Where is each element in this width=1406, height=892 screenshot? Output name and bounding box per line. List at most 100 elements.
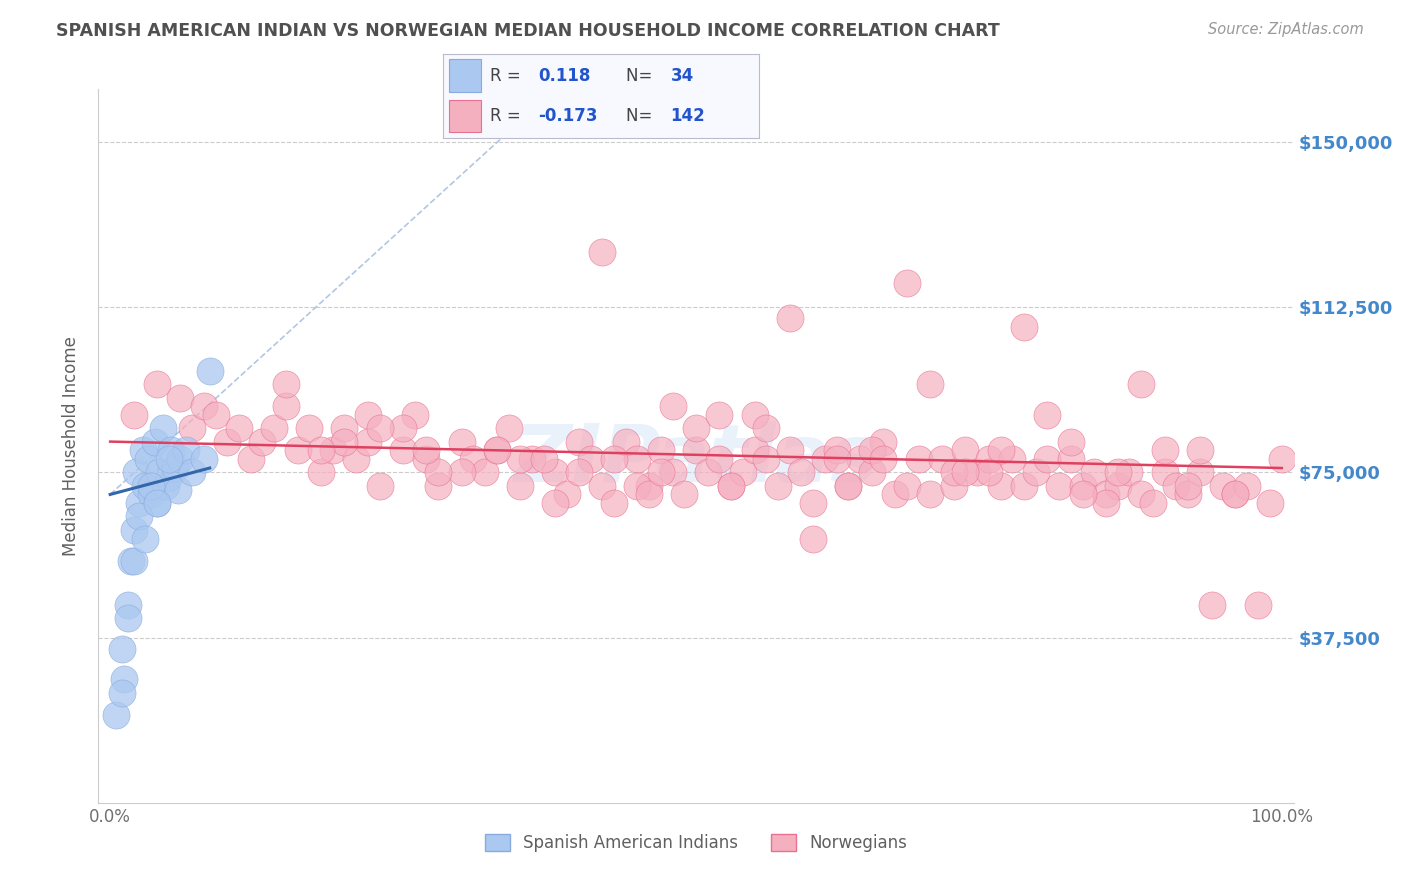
Point [1025,466,1047,480]
Point [1153,466,1175,480]
Point [1247,598,1270,612]
Point [1166,478,1188,492]
Point [1177,478,1199,492]
Point [117,611,139,625]
Point [1036,408,1059,422]
Point [1083,466,1105,480]
Point [907,452,929,467]
Point [661,466,683,480]
Point [263,421,285,435]
Point [1212,478,1234,492]
Point [427,466,450,480]
Point [1223,487,1246,501]
Point [134,478,156,492]
Point [450,466,472,480]
Text: SPANISH AMERICAN INDIAN VS NORWEGIAN MEDIAN HOUSEHOLD INCOME CORRELATION CHART: SPANISH AMERICAN INDIAN VS NORWEGIAN MED… [56,22,1000,40]
Point [685,421,707,435]
Point [1236,478,1258,492]
Point [1001,452,1024,467]
Point [1071,487,1094,501]
Text: Source: ZipAtlas.com: Source: ZipAtlas.com [1208,22,1364,37]
Point [357,408,380,422]
Point [117,598,139,612]
Point [755,452,778,467]
Point [884,487,907,501]
Bar [450,100,481,132]
Point [696,466,718,480]
Point [1060,434,1083,449]
Point [111,641,134,656]
Point [1107,466,1129,480]
Point [1130,377,1153,392]
Point [931,452,953,467]
Point [568,434,591,449]
Point [1047,478,1070,492]
Point [1201,598,1223,612]
Point [204,408,226,422]
Point [155,478,177,492]
Point [685,443,707,458]
Point [111,686,134,700]
Point [977,466,1000,480]
Point [509,478,531,492]
Point [1071,478,1094,492]
Point [122,408,145,422]
Point [955,443,977,458]
Point [860,466,883,480]
Point [638,487,661,501]
Point [568,466,591,480]
Point [181,466,204,480]
Point [122,553,145,567]
Point [1188,443,1211,458]
Text: R =: R = [491,67,526,85]
Point [485,443,508,458]
Point [920,487,942,501]
Point [128,509,150,524]
Point [1060,452,1083,467]
Point [1188,466,1211,480]
Point [141,487,163,501]
Point [872,452,894,467]
Point [450,434,472,449]
Point [533,452,555,467]
Point [148,466,170,480]
Point [333,434,356,449]
Point [136,452,159,467]
Point [143,434,166,449]
Point [896,478,918,492]
Point [942,466,965,480]
Point [1258,496,1281,510]
Point [614,434,637,449]
Point [509,452,531,467]
Point [146,377,169,392]
Text: N=: N= [627,67,658,85]
Point [157,452,180,467]
Point [896,276,918,290]
Point [650,466,672,480]
Point [825,452,848,467]
Point [105,707,128,722]
Point [638,478,661,492]
Point [287,443,309,458]
Point [157,470,180,484]
Point [217,434,239,449]
Y-axis label: Median Household Income: Median Household Income [62,336,80,556]
Point [1118,466,1140,480]
Point [603,496,626,510]
Point [415,452,437,467]
Point [1012,320,1035,334]
Point [152,421,174,435]
Point [169,391,191,405]
Point [146,496,169,510]
Point [603,452,626,467]
Point [485,443,508,458]
Text: -0.173: -0.173 [537,107,598,125]
Point [239,452,262,467]
Point [1036,452,1059,467]
Point [344,452,367,467]
Point [193,452,215,467]
Point [309,466,332,480]
Point [174,443,197,458]
Point [555,487,578,501]
Point [661,400,683,414]
